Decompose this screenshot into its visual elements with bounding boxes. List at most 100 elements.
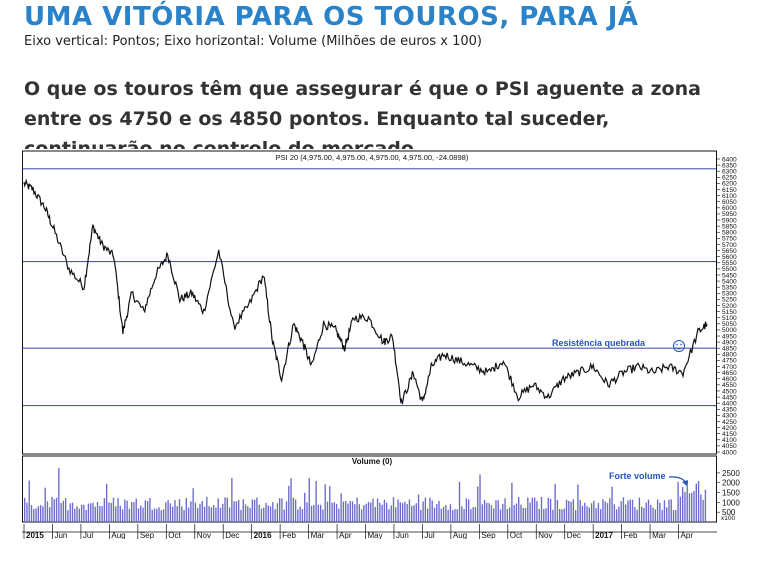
- y-tick-label: 5900: [722, 217, 737, 224]
- y-tick-label: 4650: [722, 370, 737, 377]
- x-tick-label: Oct: [168, 531, 181, 539]
- time-axis: 2015 Jun Jul Aug Sep Oct Nov Dec 2016 Feb Mar Apr Ma…: [22, 524, 717, 539]
- volume-bar: [381, 504, 383, 522]
- volume-bar: [625, 504, 627, 522]
- volume-bar: [595, 508, 597, 522]
- volume-bar: [634, 507, 636, 522]
- y-tick-label: 4500: [722, 388, 737, 395]
- volume-bar: [545, 508, 547, 522]
- volume-bar: [527, 497, 529, 522]
- volume-bar: [340, 493, 342, 522]
- volume-bar: [543, 509, 545, 522]
- y-tick-label: 5750: [722, 236, 737, 243]
- psi20-chart: PSI 20 (4,975.00, 4,975.00, 4,975.00, 4,…: [22, 149, 742, 539]
- volume-bar: [78, 508, 81, 522]
- volume-bar: [376, 498, 379, 522]
- volume-bar: [80, 504, 83, 522]
- volume-bar: [588, 507, 590, 522]
- volume-bar: [561, 509, 563, 522]
- volume-bar: [203, 506, 206, 522]
- volume-bar: [684, 491, 686, 522]
- volume-bar: [187, 507, 190, 522]
- volume-bar: [310, 505, 313, 522]
- volume-bar: [126, 500, 128, 522]
- volume-bar: [661, 509, 663, 522]
- smiley-mouth: [675, 347, 683, 350]
- volume-bar: [581, 505, 584, 522]
- volume-bar: [383, 499, 386, 522]
- volume-bar: [652, 507, 654, 522]
- volume-bar: [183, 509, 185, 522]
- volume-bar: [406, 504, 408, 522]
- volume-bar: [508, 507, 511, 522]
- volume-bar: [675, 510, 677, 522]
- volume-bar: [329, 486, 331, 522]
- volume-bar: [700, 494, 702, 522]
- volume-bar: [520, 504, 522, 522]
- volume-bar: [121, 509, 124, 522]
- volume-bar: [672, 510, 675, 522]
- volume-bar: [511, 482, 513, 522]
- x-tick-label: Apr: [681, 531, 694, 539]
- y-tick-label: 6300: [722, 169, 737, 176]
- volume-bar: [64, 498, 67, 522]
- volume-tick-label: 1000: [722, 498, 740, 507]
- volume-bar: [670, 499, 672, 522]
- volume-bar: [372, 498, 374, 522]
- volume-bar: [281, 498, 283, 522]
- volume-bar: [267, 505, 269, 522]
- volume-bar: [263, 507, 265, 522]
- volume-bar: [240, 509, 242, 522]
- volume-bar: [347, 503, 349, 522]
- volume-bar: [358, 504, 361, 522]
- volume-bar: [363, 505, 365, 522]
- volume-bar: [356, 497, 358, 522]
- volume-bar: [702, 499, 704, 522]
- y-tick-label: 4750: [722, 358, 737, 365]
- volume-bar: [622, 497, 625, 522]
- volume-bar: [638, 497, 641, 522]
- volume-bar: [463, 509, 465, 522]
- volume-bar: [620, 501, 622, 522]
- volume-bar: [37, 506, 40, 522]
- volume-bar: [388, 509, 390, 522]
- volume-bar: [456, 509, 458, 522]
- volume-bar: [210, 507, 213, 522]
- volume-bar: [609, 498, 611, 522]
- volume-bar: [269, 506, 272, 522]
- volume-bar: [349, 501, 351, 522]
- x-tick-label: Dec: [225, 531, 239, 539]
- volume-bar: [533, 497, 536, 522]
- volume-bar: [590, 503, 593, 522]
- x-tick-label: Jul: [424, 531, 434, 539]
- volume-bar: [265, 502, 267, 522]
- volume-bar: [256, 497, 258, 522]
- volume-bar: [486, 502, 488, 522]
- volume-bar: [563, 508, 565, 522]
- volume-bar: [244, 504, 247, 522]
- volume-bar: [338, 508, 340, 522]
- y-tick-label: 4350: [722, 407, 737, 414]
- volume-bar: [531, 497, 534, 522]
- x-tick-label: Feb: [624, 531, 638, 539]
- volume-bar: [613, 504, 616, 522]
- x-tick-label: Aug: [453, 531, 467, 539]
- volume-bar: [156, 508, 158, 522]
- volume-bar: [606, 503, 609, 522]
- volume-bar: [679, 496, 682, 522]
- volume-bar: [208, 506, 210, 522]
- volume-bar: [524, 508, 527, 522]
- y-tick-label: 5200: [722, 303, 737, 310]
- volume-bar: [411, 506, 413, 522]
- volume-bar: [181, 506, 183, 522]
- volume-bar: [640, 506, 643, 522]
- volume-bar: [24, 498, 26, 522]
- x-tick-label: Apr: [339, 531, 352, 539]
- volume-bar: [479, 474, 481, 522]
- volume-tick-label: 2500: [722, 469, 740, 478]
- y-tick-label: 4300: [722, 413, 737, 420]
- volume-bar: [522, 507, 524, 522]
- volume-bar: [190, 501, 192, 522]
- volume-bar: [615, 509, 618, 522]
